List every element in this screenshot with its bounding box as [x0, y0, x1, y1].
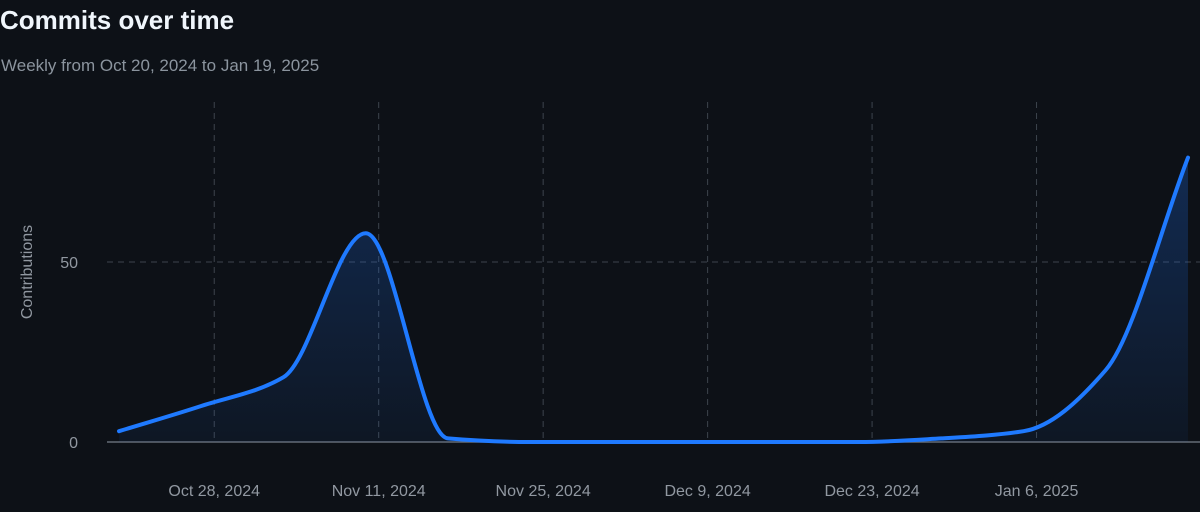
data-point: [363, 230, 369, 236]
data-point: [692, 439, 698, 445]
series-layer: [116, 155, 1191, 445]
label-layer: Oct 28, 2024 Nov 11, 2024 Nov 25, 2024 Dec …: [19, 225, 1078, 500]
data-point: [609, 439, 615, 445]
data-point: [198, 403, 204, 409]
data-point: [527, 439, 533, 445]
chart-subtitle: Weekly from Oct 20, 2024 to Jan 19, 2025: [1, 56, 320, 75]
x-tick-label: Dec 9, 2024: [664, 483, 750, 500]
data-point: [445, 435, 451, 441]
chart-title: Commits over time: [0, 5, 235, 35]
y-axis-label: Contributions: [19, 225, 36, 319]
data-point: [774, 439, 780, 445]
series-line: [117, 155, 1190, 445]
series-area: [119, 157, 1188, 442]
data-point: [116, 428, 122, 434]
data-point: [938, 435, 944, 441]
data-point: [1103, 367, 1109, 373]
data-point: [1021, 428, 1027, 434]
y-tick-label: 0: [69, 435, 78, 452]
x-tick-label: Nov 11, 2024: [332, 483, 426, 500]
x-tick-label: Oct 28, 2024: [168, 483, 260, 500]
data-point: [1185, 155, 1191, 161]
x-tick-label: Dec 23, 2024: [824, 483, 919, 500]
data-point: [280, 374, 286, 380]
x-tick-label: Nov 25, 2024: [496, 483, 591, 500]
data-point: [856, 439, 862, 445]
x-tick-label: Jan 6, 2025: [995, 483, 1079, 500]
y-tick-label: 50: [60, 255, 78, 272]
